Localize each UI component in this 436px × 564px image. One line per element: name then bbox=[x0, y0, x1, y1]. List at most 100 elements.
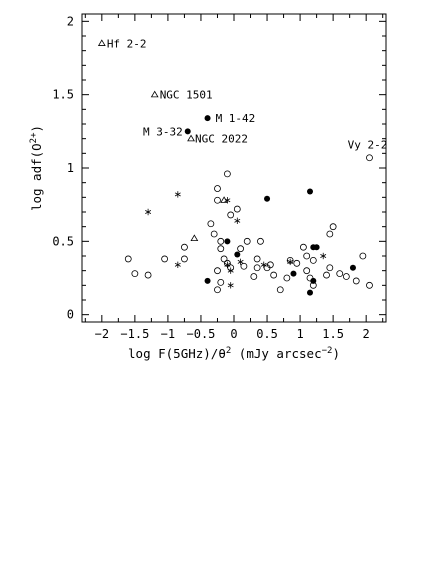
open-circle-point bbox=[293, 259, 301, 267]
point-annotation: M 3-32 bbox=[143, 125, 183, 138]
x-axis-label-sup: 2 bbox=[226, 346, 231, 356]
x-axis-label-tail: (mJy arcsec bbox=[231, 346, 321, 361]
x-tick-label: 1 bbox=[296, 327, 303, 341]
filled-circle-point bbox=[349, 264, 356, 271]
open-circle-point bbox=[303, 252, 311, 260]
asterisk-point bbox=[234, 217, 241, 224]
y-axis-label-main: log adf(O bbox=[29, 143, 44, 211]
open-circle-point bbox=[250, 273, 258, 280]
open-circle-point bbox=[240, 262, 248, 270]
filled-circle-point bbox=[224, 238, 231, 245]
open-circle-point bbox=[181, 255, 188, 263]
x-tick-label: −1.5 bbox=[120, 327, 149, 341]
open-circle-point bbox=[124, 255, 132, 263]
asterisk-point bbox=[227, 282, 234, 289]
asterisk-point bbox=[320, 252, 327, 260]
open-circle-point bbox=[266, 261, 274, 269]
open-circle-point bbox=[210, 230, 218, 238]
y-tick-label: 1 bbox=[67, 161, 74, 175]
open-circle-point bbox=[253, 264, 261, 272]
open-circle-point bbox=[299, 243, 307, 251]
open-circle-point bbox=[214, 267, 221, 275]
open-circle-point bbox=[309, 256, 317, 264]
filled-circle-point bbox=[204, 277, 211, 284]
y-axis-label: log adf(O2+) bbox=[29, 125, 44, 211]
open-circle-point bbox=[227, 211, 235, 219]
filled-circle-point bbox=[234, 251, 241, 258]
open-circle-point bbox=[309, 281, 317, 289]
filled-circle-point bbox=[204, 115, 211, 122]
y-axis-ticks: 0 0.5 1 1.5 2 bbox=[52, 14, 386, 322]
x-tick-label: 0 bbox=[230, 327, 237, 341]
asterisk-point bbox=[224, 261, 231, 268]
open-circle-point bbox=[283, 274, 291, 282]
open-circle-point bbox=[214, 286, 221, 294]
y-axis-label-close: ) bbox=[29, 125, 44, 133]
open-circle-point bbox=[161, 255, 169, 263]
filled-circle-point bbox=[290, 270, 297, 277]
x-axis-label-tail-sup: −2 bbox=[322, 346, 333, 356]
open-circle-point bbox=[326, 230, 334, 238]
open-circle-point bbox=[329, 223, 337, 231]
asterisk-point bbox=[237, 258, 244, 266]
point-annotation: NGC 2022 bbox=[195, 133, 248, 146]
point-annotation: Vy 2-2 bbox=[348, 139, 388, 152]
open-circle-point bbox=[336, 270, 344, 278]
open-circle-point bbox=[257, 237, 264, 245]
x-axis-label: log F(5GHz)/θ2 (mJy arcsec−2) bbox=[128, 346, 340, 361]
open-circle-point bbox=[214, 185, 221, 192]
asterisk-point bbox=[145, 208, 152, 216]
y-tick-label: 1.5 bbox=[52, 88, 74, 102]
open-circle-point bbox=[270, 271, 278, 279]
open-circle-point bbox=[217, 237, 225, 245]
open-circle-point bbox=[214, 196, 221, 204]
open-circle-point bbox=[131, 270, 139, 278]
asterisk-point bbox=[174, 261, 181, 268]
open-circle-point bbox=[366, 154, 373, 162]
x-tick-label: −0.5 bbox=[187, 327, 216, 341]
asterisk-point bbox=[174, 191, 181, 198]
x-tick-label: −2 bbox=[95, 327, 109, 341]
open-circle-point bbox=[359, 252, 367, 260]
open-triangle-point bbox=[190, 234, 199, 242]
asterisk-point bbox=[224, 197, 231, 204]
open-circle-point bbox=[366, 281, 373, 289]
open-circle-point bbox=[144, 271, 152, 279]
open-circle-point bbox=[276, 286, 284, 294]
open-triangle-point bbox=[220, 196, 228, 203]
open-circle-point bbox=[217, 245, 225, 253]
x-axis-label-main: log F(5GHz)/θ bbox=[128, 346, 226, 361]
x-axis-ticks: −2 −1.5 −1 −0.5 0 0.5 1 1.5 2 bbox=[84, 14, 384, 341]
asterisk-point bbox=[287, 258, 294, 266]
open-circle-point bbox=[181, 243, 188, 251]
open-triangle-point bbox=[187, 134, 195, 142]
filled-circle-point bbox=[307, 188, 313, 195]
open-circle-point bbox=[303, 267, 311, 275]
point-annotation: NGC 1501 bbox=[160, 89, 213, 102]
y-axis-label-sup: 2+ bbox=[29, 132, 39, 143]
open-circle-point bbox=[342, 273, 350, 280]
x-tick-label: 0.5 bbox=[256, 327, 278, 341]
point-annotation: Hf 2-2 bbox=[107, 37, 147, 50]
open-triangle-point bbox=[150, 90, 159, 98]
y-tick-label: 0.5 bbox=[52, 234, 74, 248]
open-circle-point bbox=[220, 255, 228, 263]
open-triangle-point bbox=[97, 39, 106, 46]
point-annotation: M 1-42 bbox=[216, 112, 256, 125]
open-circle-point bbox=[352, 277, 360, 285]
open-circle-point bbox=[223, 170, 231, 178]
filled-circle-point bbox=[313, 244, 320, 251]
open-circle-point bbox=[233, 205, 241, 213]
y-tick-label: 0 bbox=[67, 308, 74, 322]
y-tick-label: 2 bbox=[67, 14, 74, 28]
data-points bbox=[97, 39, 373, 296]
x-tick-label: −1 bbox=[161, 327, 175, 341]
open-circle-point bbox=[326, 264, 334, 272]
filled-circle-point bbox=[307, 289, 313, 296]
open-circle-point bbox=[306, 274, 314, 282]
x-axis-label-close: ) bbox=[332, 346, 340, 361]
open-circle-point bbox=[323, 271, 330, 279]
asterisk-point bbox=[260, 261, 267, 268]
